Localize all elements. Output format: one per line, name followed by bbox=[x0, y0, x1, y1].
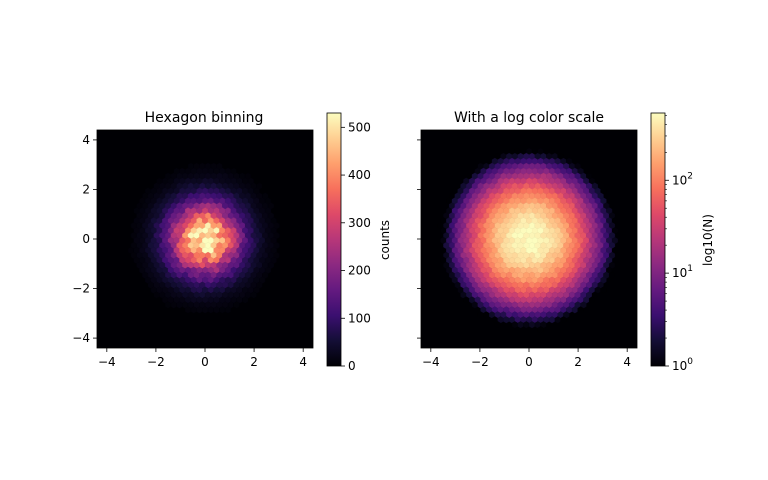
colorbar-tick-label: 300 bbox=[348, 216, 371, 230]
hex-cell bbox=[196, 306, 203, 314]
colorbar-tick-label: 100 bbox=[348, 311, 371, 325]
x-tick-label: 0 bbox=[525, 355, 533, 369]
hex-cell bbox=[170, 301, 177, 309]
right-colorbar-frame bbox=[650, 112, 666, 367]
hex-cell bbox=[577, 306, 584, 314]
left-colorbar-label: counts bbox=[378, 220, 392, 260]
colorbar-tick-label: 400 bbox=[348, 168, 371, 182]
hex-cell bbox=[202, 306, 209, 314]
hex-cell bbox=[176, 301, 183, 309]
hex-cell bbox=[207, 306, 214, 314]
colorbar-tick-label: 0 bbox=[348, 359, 356, 373]
hex-cell bbox=[529, 321, 536, 329]
hex-cell bbox=[503, 316, 510, 324]
hex-cell bbox=[242, 296, 249, 304]
colorbar-tick-label: 102 bbox=[672, 171, 693, 187]
y-tick-label: 0 bbox=[82, 232, 90, 246]
hex-cell bbox=[517, 321, 524, 329]
right-colorbar-gradient bbox=[651, 113, 665, 366]
hex-cell bbox=[483, 311, 490, 319]
hex-cell bbox=[213, 306, 220, 314]
hex-cell bbox=[184, 306, 192, 314]
right-colorbar: 100 101 102 log10(N) bbox=[650, 112, 715, 373]
y-tick-label: −2 bbox=[72, 282, 90, 296]
colorbar-tick-label: 101 bbox=[672, 264, 693, 280]
right-subplot: With a log color scale −4 −2 0 2 4 bbox=[417, 110, 638, 369]
x-tick-label: 4 bbox=[623, 355, 631, 369]
x-tick-label: 2 bbox=[250, 355, 258, 369]
colorbar-tick-label: 100 bbox=[672, 357, 693, 373]
left-colorbar: 0 100 200 300 400 500 counts bbox=[326, 112, 392, 373]
left-subplot: Hexagon binning −4 −2 0 2 4 −4 −2 0 2 4 bbox=[72, 110, 314, 369]
hex-cell bbox=[554, 316, 561, 324]
x-tick-label: 0 bbox=[201, 355, 209, 369]
colorbar-tick-label: 200 bbox=[348, 264, 371, 278]
hex-cell bbox=[250, 291, 257, 299]
hex-cell bbox=[153, 291, 160, 299]
left-hexbin-cells bbox=[127, 162, 280, 314]
x-tick-label: −2 bbox=[471, 355, 489, 369]
y-tick-label: −4 bbox=[72, 331, 90, 345]
hex-cell bbox=[571, 306, 578, 314]
right-hexbin-cells bbox=[437, 147, 618, 334]
hex-cell bbox=[589, 296, 596, 304]
hex-cell bbox=[560, 316, 567, 324]
x-tick-label: 2 bbox=[574, 355, 582, 369]
left-colorbar-ticks: 0 100 200 300 400 500 bbox=[341, 120, 371, 373]
hex-cell bbox=[494, 321, 501, 329]
left-x-axis: −4 −2 0 2 4 bbox=[98, 348, 307, 369]
right-y-axis bbox=[417, 139, 421, 339]
x-tick-label: −2 bbox=[147, 355, 165, 369]
hex-cell bbox=[609, 271, 616, 279]
left-colorbar-frame bbox=[326, 112, 342, 367]
hex-cell bbox=[233, 301, 240, 309]
hex-cell bbox=[600, 286, 607, 294]
colorbar-tick-label: 500 bbox=[348, 120, 371, 134]
left-y-axis: −4 −2 0 2 4 bbox=[72, 133, 97, 345]
hex-cell bbox=[219, 306, 226, 314]
x-tick-label: −4 bbox=[422, 355, 440, 369]
hex-cell bbox=[523, 321, 530, 329]
hex-cell bbox=[225, 306, 232, 314]
hex-cell bbox=[477, 311, 484, 319]
right-colorbar-ticks: 100 101 102 bbox=[665, 115, 693, 373]
y-tick-label: 2 bbox=[82, 182, 90, 196]
right-chart-title: With a log color scale bbox=[454, 110, 604, 126]
hex-cell bbox=[549, 316, 556, 324]
hex-cell bbox=[537, 326, 544, 334]
hex-cell bbox=[190, 306, 197, 314]
hex-cell bbox=[164, 301, 172, 309]
left-chart-title: Hexagon binning bbox=[145, 110, 264, 126]
x-tick-label: 4 bbox=[299, 355, 307, 369]
x-tick-label: −4 bbox=[98, 355, 116, 369]
hex-cell bbox=[471, 301, 478, 309]
right-x-axis: −4 −2 0 2 4 bbox=[422, 348, 631, 369]
right-colorbar-label: log10(N) bbox=[701, 214, 715, 266]
left-colorbar-gradient bbox=[327, 113, 341, 366]
hex-cell bbox=[463, 296, 470, 304]
y-tick-label: 4 bbox=[82, 133, 90, 147]
hex-cell bbox=[511, 321, 518, 329]
